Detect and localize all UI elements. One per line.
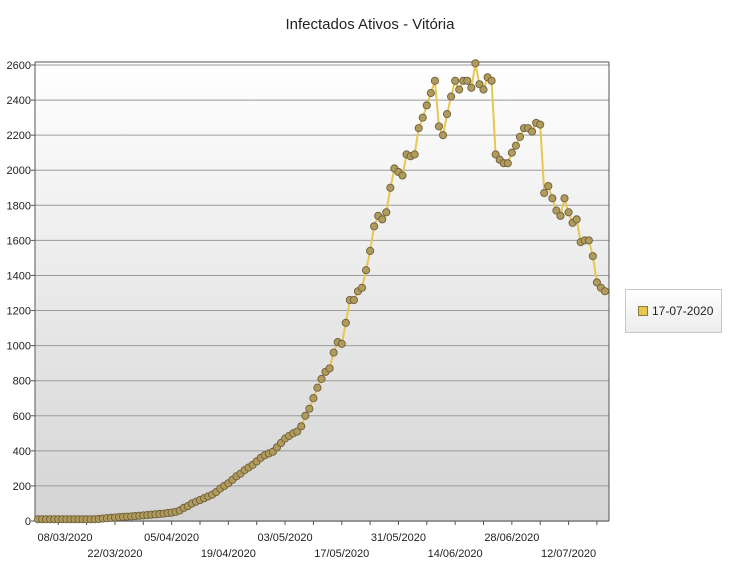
data-point [414,124,423,133]
data-point [438,131,448,140]
x-tick-label: 03/05/2020 [258,532,313,544]
data-point [584,236,593,245]
y-tick-label: 400 [13,446,31,458]
data-point [552,206,561,215]
x-tick-label: 22/03/2020 [87,548,142,560]
data-point [309,394,318,403]
data-point [507,148,516,157]
legend-label: 17-07-2020 [652,304,714,318]
y-tick-label: 2000 [7,165,31,177]
data-point [475,80,484,89]
x-tick-label: 08/03/2020 [37,532,92,544]
data-point [305,404,314,413]
data-point [479,85,488,94]
data-point [357,283,367,292]
data-point [430,76,439,85]
x-tick-label: 12/07/2020 [541,548,596,560]
data-point [511,141,520,150]
data-point [382,208,391,217]
data-point [434,122,444,131]
data-point [297,422,306,431]
data-point [463,76,472,85]
data-point [301,411,310,420]
x-tick-label: 19/04/2020 [201,548,256,560]
data-point [361,266,371,275]
y-tick-label: 2200 [7,130,31,142]
data-point [455,85,464,94]
data-point [442,110,452,119]
data-point [370,222,379,231]
y-tick-labels: 0 200 400 600 800 1000 1200 1400 1600 1800 2000 220… [7,60,31,528]
data-point [564,208,573,217]
y-tick-label: 600 [13,411,31,423]
data-point [341,318,350,327]
gridlines [31,64,609,522]
y-tick-label: 2600 [7,60,31,72]
data-point [528,127,537,136]
plot-area [35,62,609,522]
data-point [515,132,525,141]
legend: 17-07-2020 [625,289,722,333]
data-point [317,374,326,383]
x-tick-label: 05/04/2020 [144,532,199,544]
data-point [329,348,338,357]
y-tick-label: 0 [25,516,31,528]
x-tick-labels: 08/03/2020 22/03/202005/04/202019/04/2020… [37,532,596,560]
y-tick-label: 1200 [7,306,31,318]
data-point [467,83,476,92]
data-point [572,215,581,224]
chart-title: Infectados Ativos - Vitória [285,16,455,33]
data-point [560,194,569,203]
data-point [592,278,601,287]
y-tick-label: 1000 [7,341,31,353]
y-tick-label: 2400 [7,95,31,107]
y-tick-label: 1400 [7,270,31,282]
data-point [410,150,419,159]
data-point [378,215,387,224]
data-point [451,76,460,85]
data-point [386,183,395,192]
data-point [540,188,549,198]
data-point [325,364,334,373]
data-point [588,252,597,261]
data-point [398,171,407,180]
data-point [293,427,302,436]
data-point [536,120,545,129]
y-tick-label: 200 [13,481,31,493]
data-point [556,211,565,220]
data-point [349,295,358,305]
data-point [366,246,375,255]
x-tick-label: 17/05/2020 [314,548,369,560]
data-point [544,181,553,191]
data-point [491,150,500,159]
y-tick-label: 1800 [7,200,31,212]
data-points [33,59,610,524]
data-point [447,92,456,101]
data-point [426,89,435,98]
data-point [337,339,346,348]
data-point [600,287,610,296]
axes [34,61,610,525]
data-point [422,101,431,110]
y-tick-label: 800 [13,376,31,388]
data-point [503,159,512,168]
data-point [471,59,480,68]
data-point [548,194,557,203]
x-tick-label: 31/05/2020 [371,532,426,544]
y-tick-label: 1600 [7,235,31,247]
data-point [418,113,427,122]
data-point [487,76,496,85]
data-point [313,383,322,392]
legend-swatch [638,306,648,316]
x-tick-label: 28/06/2020 [484,532,539,544]
x-tick-label: 14/06/2020 [428,548,483,560]
